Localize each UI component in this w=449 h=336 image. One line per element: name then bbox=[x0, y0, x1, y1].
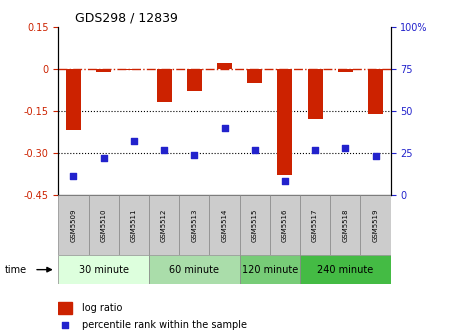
Bar bbox=[209, 195, 240, 255]
Text: 120 minute: 120 minute bbox=[242, 265, 298, 275]
Point bbox=[70, 174, 77, 179]
Bar bbox=[58, 302, 72, 314]
Bar bbox=[240, 255, 300, 284]
Bar bbox=[149, 195, 179, 255]
Point bbox=[130, 138, 137, 144]
Bar bbox=[157, 69, 172, 102]
Text: GSM5511: GSM5511 bbox=[131, 208, 137, 242]
Text: time: time bbox=[4, 265, 26, 275]
Bar bbox=[58, 255, 149, 284]
Point bbox=[342, 145, 349, 151]
Text: GSM5510: GSM5510 bbox=[101, 208, 107, 242]
Text: GSM5516: GSM5516 bbox=[282, 208, 288, 242]
Text: GSM5517: GSM5517 bbox=[312, 208, 318, 242]
Bar bbox=[338, 69, 353, 72]
Text: GSM5514: GSM5514 bbox=[221, 208, 228, 242]
Point bbox=[221, 125, 228, 130]
Bar bbox=[300, 255, 391, 284]
Bar bbox=[126, 69, 141, 70]
Bar bbox=[88, 195, 119, 255]
Bar bbox=[217, 63, 232, 69]
Bar bbox=[179, 195, 209, 255]
Text: 60 minute: 60 minute bbox=[169, 265, 219, 275]
Bar bbox=[361, 195, 391, 255]
Point bbox=[372, 154, 379, 159]
Text: percentile rank within the sample: percentile rank within the sample bbox=[82, 320, 247, 330]
Text: 240 minute: 240 minute bbox=[317, 265, 374, 275]
Point bbox=[62, 323, 69, 328]
Bar bbox=[96, 69, 111, 72]
Bar bbox=[368, 69, 383, 114]
Point bbox=[282, 179, 289, 184]
Text: GDS298 / 12839: GDS298 / 12839 bbox=[75, 11, 178, 24]
Bar bbox=[58, 195, 88, 255]
Bar bbox=[308, 69, 323, 119]
Point bbox=[191, 152, 198, 157]
Bar bbox=[277, 69, 292, 175]
Text: GSM5512: GSM5512 bbox=[161, 208, 167, 242]
Point bbox=[312, 147, 319, 152]
Bar bbox=[240, 195, 270, 255]
Bar bbox=[149, 255, 240, 284]
Bar bbox=[270, 195, 300, 255]
Point bbox=[251, 147, 258, 152]
Bar bbox=[187, 69, 202, 91]
Bar bbox=[119, 195, 149, 255]
Text: GSM5518: GSM5518 bbox=[342, 208, 348, 242]
Text: 30 minute: 30 minute bbox=[79, 265, 129, 275]
Text: GSM5513: GSM5513 bbox=[191, 208, 197, 242]
Bar bbox=[330, 195, 361, 255]
Text: GSM5509: GSM5509 bbox=[70, 208, 76, 242]
Text: log ratio: log ratio bbox=[82, 303, 122, 313]
Text: GSM5519: GSM5519 bbox=[373, 208, 379, 242]
Bar bbox=[247, 69, 262, 83]
Bar bbox=[300, 195, 330, 255]
Point bbox=[160, 147, 167, 152]
Point bbox=[100, 155, 107, 161]
Bar bbox=[66, 69, 81, 130]
Text: GSM5515: GSM5515 bbox=[252, 208, 258, 242]
